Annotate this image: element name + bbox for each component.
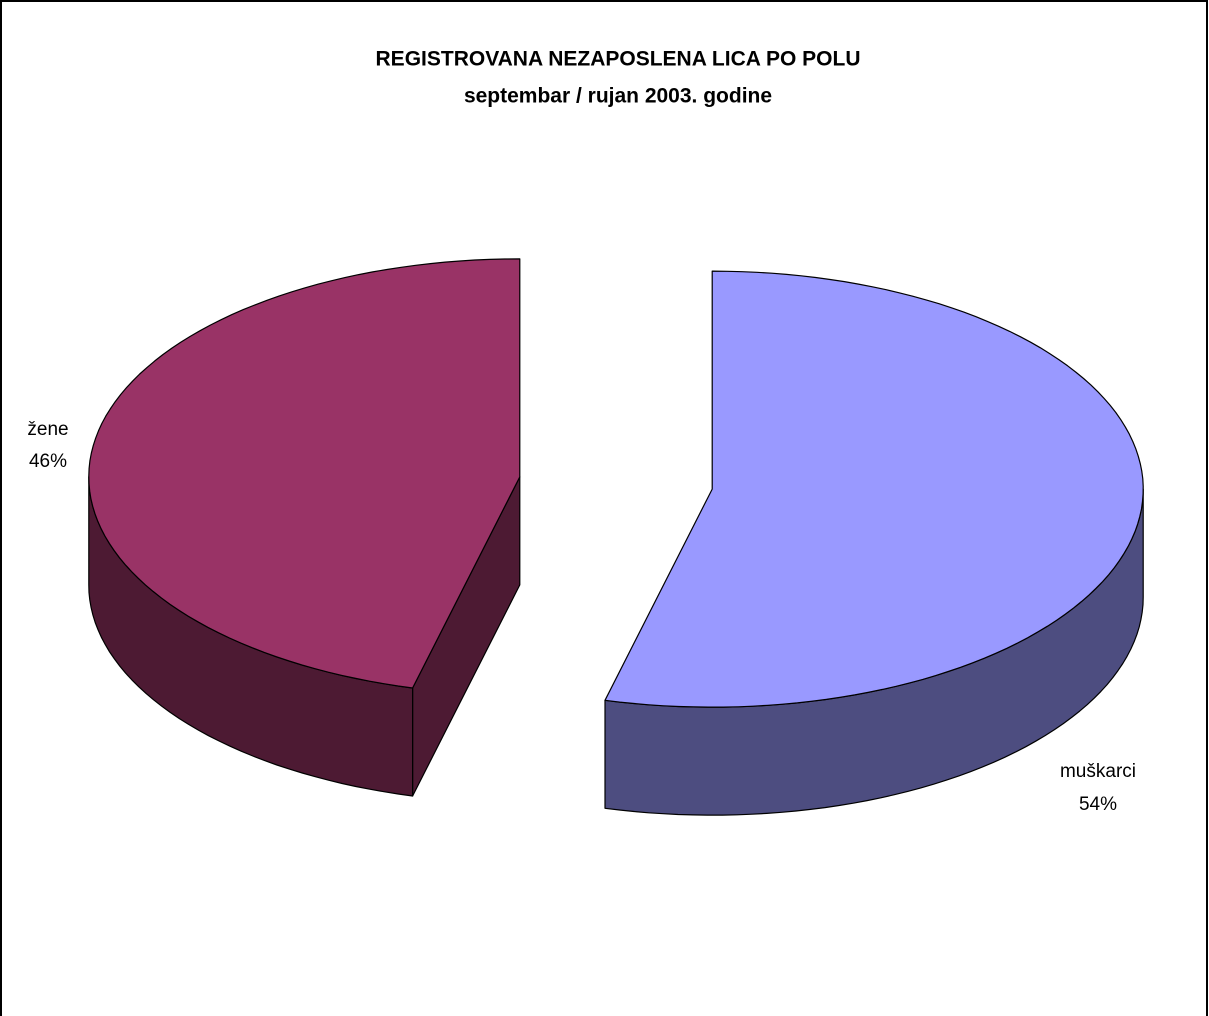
slice-top [604, 270, 1144, 708]
slice-top [88, 258, 521, 689]
slice-category-label: muškarci [1060, 761, 1136, 782]
slice-value-label: 54% [1079, 794, 1117, 815]
chart-subtitle: septembar / rujan 2003. godine [464, 85, 772, 108]
slice-category-label: žene [27, 419, 68, 440]
chart-title: REGISTROVANA NEZAPOSLENA LICA PO POLU [376, 48, 861, 71]
slice-value-label: 46% [29, 451, 67, 472]
